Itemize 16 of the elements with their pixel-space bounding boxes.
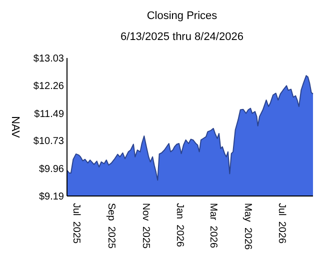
y-tick-label: $11.49	[34, 108, 64, 120]
chart-subtitle: 6/13/2025 thru 8/24/2026	[120, 31, 244, 43]
y-tick-label: $12.26	[33, 81, 64, 92]
x-tick-label: Jul 2025	[70, 203, 82, 244]
x-tick-label: Jul 2026	[276, 203, 288, 244]
y-axis-title: NAV	[9, 116, 22, 139]
y-tick-label: $10.73	[33, 136, 64, 148]
x-tick-label: Mar 2026	[207, 203, 218, 248]
x-tick-label: May 2026	[242, 203, 253, 250]
x-tick-label: Sep 2025	[106, 203, 117, 250]
chart-title: Closing Prices	[146, 10, 218, 22]
x-tick-label: Jan 2026	[174, 203, 186, 248]
y-tick-label: $9.96	[38, 164, 64, 175]
y-tick-label: $9.19	[38, 192, 64, 202]
x-tick-label: Nov 2025	[140, 203, 151, 250]
y-tick-label: $13.03	[33, 54, 64, 64]
